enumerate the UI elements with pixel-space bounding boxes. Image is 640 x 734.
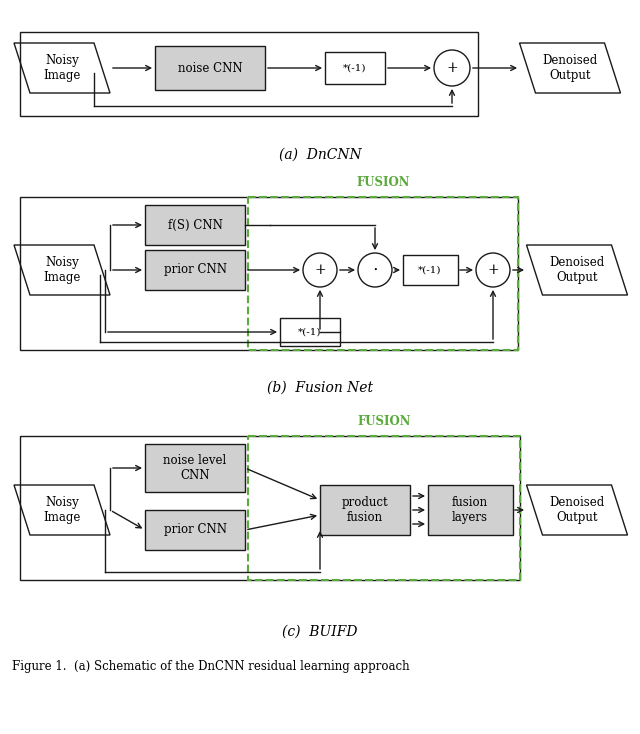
Text: ⋅: ⋅ (372, 261, 378, 278)
Text: Noisy
Image: Noisy Image (44, 496, 81, 524)
Text: noise level
CNN: noise level CNN (163, 454, 227, 482)
FancyBboxPatch shape (145, 250, 245, 290)
Text: +: + (314, 263, 326, 277)
Polygon shape (14, 485, 110, 535)
FancyBboxPatch shape (320, 485, 410, 535)
FancyBboxPatch shape (325, 52, 385, 84)
Text: fusion
layers: fusion layers (452, 496, 488, 524)
Text: Denoised
Output: Denoised Output (549, 256, 605, 284)
Text: (a)  DnCNN: (a) DnCNN (278, 148, 362, 162)
Text: *(-1): *(-1) (298, 327, 322, 336)
Polygon shape (14, 245, 110, 295)
Text: Noisy
Image: Noisy Image (44, 54, 81, 82)
Text: prior CNN: prior CNN (163, 523, 227, 537)
Circle shape (434, 50, 470, 86)
FancyBboxPatch shape (428, 485, 513, 535)
Polygon shape (14, 43, 110, 93)
Circle shape (303, 253, 337, 287)
Text: prior CNN: prior CNN (163, 264, 227, 277)
FancyBboxPatch shape (145, 205, 245, 245)
Text: (c)  BUIFD: (c) BUIFD (282, 625, 358, 639)
Text: Figure 1.  (a) Schematic of the DnCNN residual learning approach: Figure 1. (a) Schematic of the DnCNN res… (12, 660, 410, 673)
FancyBboxPatch shape (145, 510, 245, 550)
Text: product
fusion: product fusion (342, 496, 388, 524)
Text: *(-1): *(-1) (343, 64, 367, 73)
FancyBboxPatch shape (403, 255, 458, 285)
Text: noise CNN: noise CNN (178, 62, 243, 74)
Circle shape (358, 253, 392, 287)
FancyBboxPatch shape (155, 46, 265, 90)
FancyBboxPatch shape (145, 444, 245, 492)
Text: +: + (446, 61, 458, 75)
Polygon shape (527, 485, 627, 535)
Text: FUSION: FUSION (356, 176, 410, 189)
Text: +: + (487, 263, 499, 277)
Text: (b)  Fusion Net: (b) Fusion Net (267, 381, 373, 395)
Text: Denoised
Output: Denoised Output (549, 496, 605, 524)
Text: f(S) CNN: f(S) CNN (168, 219, 223, 231)
FancyBboxPatch shape (280, 318, 340, 346)
Circle shape (476, 253, 510, 287)
Text: Denoised
Output: Denoised Output (542, 54, 598, 82)
Text: *(-1): *(-1) (419, 266, 442, 275)
Text: FUSION: FUSION (357, 415, 411, 428)
Polygon shape (520, 43, 621, 93)
Polygon shape (527, 245, 627, 295)
Text: Noisy
Image: Noisy Image (44, 256, 81, 284)
